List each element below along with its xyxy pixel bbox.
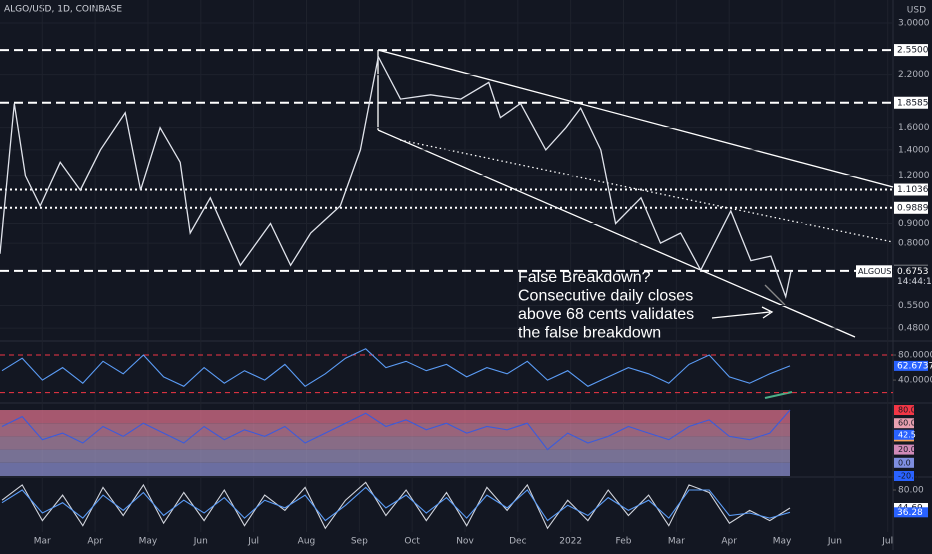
y-tick-label: 20.0: [898, 445, 916, 454]
x-tick-label: May: [773, 537, 792, 547]
x-tick-label: Dec: [509, 537, 526, 547]
lower-trend-line: [377, 129, 856, 338]
band: [0, 423, 790, 437]
tick-box: [894, 444, 914, 455]
y-tick-label: 2.2000: [898, 70, 930, 80]
symbol-label-box: [856, 265, 892, 278]
last-price-box: [894, 265, 928, 288]
currency-label: USD: [907, 6, 926, 16]
signal-label: 42.5: [898, 430, 916, 439]
x-tick-label: 2022: [559, 537, 582, 547]
last-value-label: 62.6737: [897, 361, 932, 371]
x-tick-label: Jun: [193, 537, 208, 547]
x-tick-label: Apr: [721, 537, 737, 547]
trend-lines: [377, 49, 894, 399]
x-tick-label: Jul: [247, 537, 259, 547]
mid-trend-line: [399, 139, 894, 243]
y-tick-label: -20.0: [898, 471, 919, 480]
x-tick-label: Feb: [616, 537, 632, 547]
x-tick-label: Mar: [668, 537, 685, 547]
y-tick-label: 0.5500: [898, 301, 930, 311]
level-label-box: [894, 201, 928, 214]
band: [0, 449, 790, 463]
x-tick-label: Nov: [456, 537, 474, 547]
tick-box: [894, 457, 914, 468]
tick-box: [894, 405, 914, 416]
annotation-arrow: [764, 284, 786, 306]
y-tick-label: 1.2000: [898, 171, 930, 181]
indicator-line: [1, 486, 791, 522]
band: [0, 436, 790, 450]
last-value-label: 36.28: [897, 508, 923, 518]
y-tick-label: 1.6000: [898, 123, 930, 133]
level-label-box: [894, 96, 928, 109]
y-tick-label: 0.8000: [898, 239, 930, 249]
tick-box: [894, 418, 914, 429]
y-tick-label: 0.9000: [898, 219, 930, 229]
x-tick-label: Apr: [87, 537, 103, 547]
indicator-line: [1, 481, 791, 530]
level-label: 1.1036: [897, 185, 929, 195]
price-line: [0, 54, 792, 299]
x-tick-label: Jul: [881, 537, 893, 547]
y-tick-label: 3.0000: [898, 19, 930, 29]
x-tick-label: Jun: [827, 537, 842, 547]
level-label: 1.8585: [897, 98, 929, 108]
annotation-text: False Breakdown?: [518, 269, 651, 286]
symbol-title: ALGO/USD, 1D, COINBASE: [4, 5, 122, 15]
x-tick-label: May: [139, 537, 158, 547]
indicator-line: [1, 348, 791, 388]
countdown: 14:44:18: [897, 277, 932, 287]
x-tick-label: Mar: [34, 537, 51, 547]
x-tick-label: Sep: [351, 537, 368, 547]
annotation-text: above 68 cents validates: [518, 306, 694, 323]
y-tick-label: 0.0: [898, 458, 911, 467]
signal-box: [894, 429, 914, 440]
level-label: 2.5500: [897, 46, 929, 56]
x-tick-label: Oct: [404, 537, 420, 547]
last-price-label: 0.6753: [897, 267, 929, 277]
tick-box: [894, 470, 914, 481]
y-tick-label: 60.0: [898, 419, 916, 428]
indicator-line: [1, 409, 791, 451]
symbol-label: ALGOUSD: [858, 267, 898, 276]
band: [0, 410, 790, 424]
level-label-box: [894, 44, 928, 57]
x-tick-label: Aug: [298, 537, 316, 547]
annotation-text: Consecutive daily closes: [518, 288, 693, 305]
annotation-arrow: [711, 306, 774, 319]
y-tick-label: 80.0000: [898, 351, 932, 361]
y-tick-label: 1.4000: [898, 145, 930, 155]
level-label-box: [894, 183, 928, 196]
y-tick-label: 80.00: [898, 485, 924, 495]
y-tick-label: 40.0000: [898, 376, 932, 386]
band: [0, 462, 790, 476]
last-value-box: [894, 507, 928, 518]
y-tick-label: 0.4800: [898, 324, 930, 334]
upper-trend-line: [377, 49, 894, 188]
annotation-text: the false breakdown: [518, 325, 661, 342]
last-value-box: [894, 360, 928, 371]
y-tick-label: 80.0: [898, 406, 916, 415]
level-label: 0.9889: [897, 203, 929, 213]
